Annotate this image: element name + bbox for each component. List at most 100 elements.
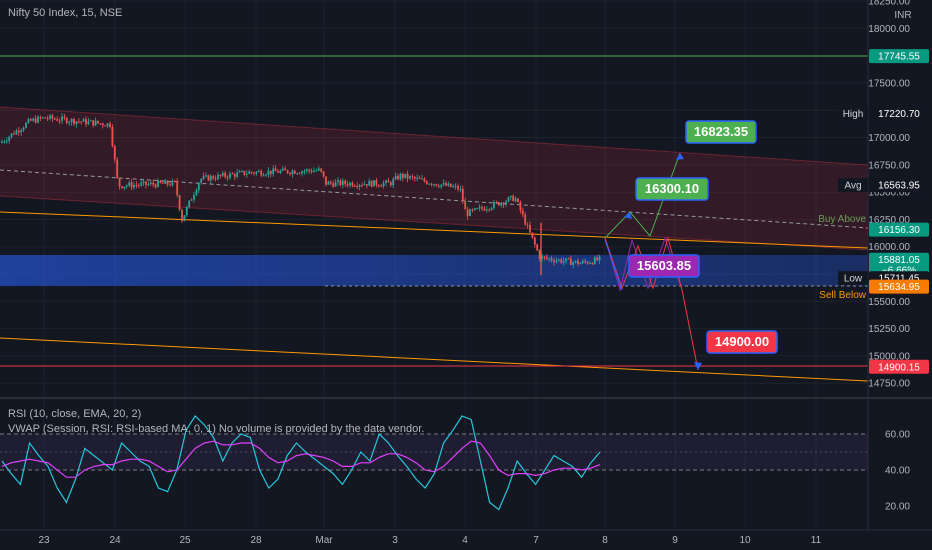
price-label-name: Avg [844, 181, 861, 192]
candle-body [281, 168, 284, 171]
candle-body [418, 177, 421, 179]
annotation-15603[interactable]: 15603.85 [628, 254, 700, 278]
candle-body [437, 185, 440, 187]
candle-body [169, 184, 171, 186]
candle-body [10, 133, 13, 137]
candle-body [406, 173, 409, 179]
candle-body [481, 207, 483, 209]
candle-body [593, 257, 596, 265]
candle-body [488, 209, 491, 211]
annotation-16823-text: 16823.35 [694, 124, 748, 139]
candle-body [125, 185, 128, 187]
candle-body [505, 201, 507, 205]
candle-body [231, 173, 234, 175]
candle-body [445, 183, 447, 186]
candle-body [373, 180, 375, 187]
candle-body [94, 120, 97, 126]
candle-body [37, 116, 39, 123]
candle-body [166, 180, 169, 185]
candle-body [548, 258, 551, 260]
orange-trendline-upper [0, 211, 869, 249]
currency-label: INR [894, 10, 911, 21]
candle-body [524, 214, 527, 225]
candle-body [502, 202, 505, 205]
price-label: High 17220.70 [838, 106, 929, 121]
candle-body [541, 256, 543, 260]
price-label-name-bg [838, 271, 868, 286]
candle-body [500, 202, 503, 206]
candle-body [495, 201, 498, 203]
candle-body [519, 202, 522, 211]
time-tick-label: 9 [672, 535, 678, 546]
candle-body [8, 136, 11, 141]
price-label-name: Low [844, 274, 863, 285]
candle-body [325, 176, 327, 185]
channel-mid-dashed [0, 169, 869, 229]
price-label-change: −6.66% [882, 266, 916, 277]
candle-body [92, 120, 95, 126]
candle-body [430, 183, 433, 185]
candle-body [296, 173, 299, 175]
candle-body [80, 121, 83, 123]
candle-body [409, 176, 411, 179]
time-tick-label: 23 [38, 535, 50, 546]
candle-body [75, 121, 78, 124]
candle-body [380, 185, 383, 187]
candle-body [440, 184, 443, 187]
candle-body [73, 118, 75, 124]
candle-body [133, 184, 135, 188]
candle-body [140, 182, 143, 186]
candle-body [164, 180, 167, 184]
candle-body [533, 237, 536, 245]
candle-body [46, 118, 49, 120]
time-tick-label: 3 [392, 535, 398, 546]
candle-body [137, 185, 140, 187]
annotation-16823[interactable]: 16823.35 [685, 120, 757, 144]
candle-body [236, 172, 239, 177]
candle-body [413, 177, 416, 179]
blue-zone [0, 255, 868, 286]
price-label-value: 15634.95 [878, 282, 920, 293]
candle-body [70, 118, 73, 123]
candle-body [442, 183, 445, 185]
price-label-bg [869, 252, 929, 277]
rsi-lines [1, 415, 601, 511]
candle-body [423, 178, 426, 182]
candle-body [569, 258, 572, 266]
price-label-value: 16563.95 [878, 181, 920, 192]
candle-body [351, 182, 354, 187]
candle-body [152, 182, 155, 185]
price-label: 14900.15 [869, 359, 929, 374]
candle-body [476, 208, 479, 210]
sell-below-label: Sell Below [819, 290, 866, 301]
candle-body [274, 168, 277, 172]
candle-body [15, 130, 18, 135]
candle-body [243, 170, 246, 175]
candle-body [65, 118, 68, 124]
candle-body [279, 170, 282, 173]
candle-body [449, 183, 452, 187]
time-tick-label: 25 [179, 535, 191, 546]
candle-body [536, 244, 539, 251]
candle-body [101, 123, 104, 126]
price-tick-label: 18250.00 [868, 0, 910, 8]
candle-body [118, 178, 121, 187]
candle-body [214, 178, 217, 180]
candle-body [32, 118, 35, 121]
annotation-16300[interactable]: 16300.10 [635, 177, 709, 201]
candle-body [195, 190, 198, 195]
candle-body [109, 123, 111, 127]
price-tick-label: 16500.00 [868, 188, 910, 199]
candle-body [493, 201, 495, 208]
red-channel-bottom [0, 195, 869, 251]
red-projection [604, 236, 699, 371]
candle-body [454, 185, 457, 187]
candle-body [1, 141, 3, 143]
candle-body [349, 182, 351, 186]
candle-body [358, 185, 361, 187]
candle-body [457, 185, 459, 190]
candle-body [553, 260, 555, 263]
annotation-14900[interactable]: 14900.00 [706, 330, 778, 354]
rsi-subtitle: VWAP (Session, RSI: RSI-based MA, 0, 1) … [8, 423, 424, 435]
